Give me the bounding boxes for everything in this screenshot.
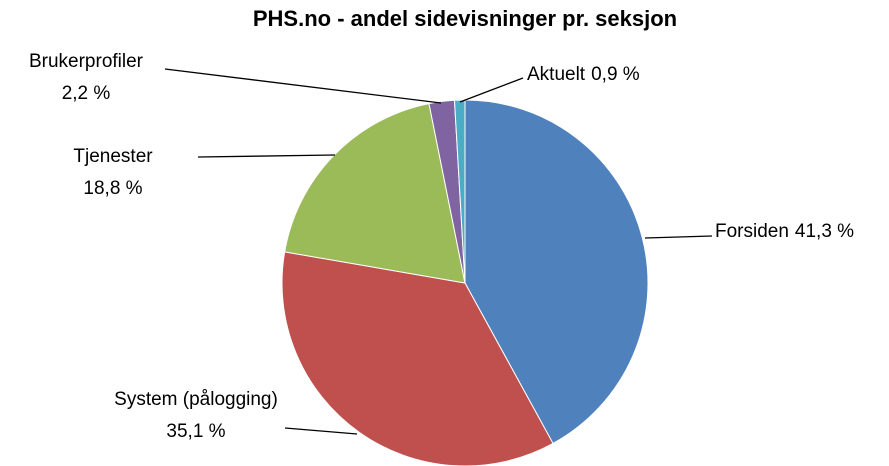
slice-label: Tjenester 18,8 %: [73, 146, 153, 199]
slice-label: Brukerprofiler 2,2 %: [29, 51, 144, 104]
pie-slice: [464, 99, 649, 445]
value-label: 2,2 %: [62, 83, 111, 104]
value-label: 18,8 %: [83, 178, 142, 199]
leader-line: [644, 235, 713, 239]
slice-label: Aktuelt 0,9 %: [527, 64, 640, 85]
value-label: 41,3 %: [795, 221, 854, 242]
leader-line: [164, 68, 442, 104]
value-label: 0,9 %: [591, 64, 640, 85]
category-label: Aktuelt: [527, 64, 586, 85]
slice-label: System (pålogging) 35,1 %: [114, 389, 278, 442]
value-label: 35,1 %: [166, 421, 225, 442]
category-label: Tjenester: [73, 146, 153, 167]
category-label: Forsiden: [715, 221, 789, 242]
pie-slice: [281, 251, 554, 466]
leader-line: [459, 77, 524, 103]
category-label: System (pålogging): [114, 389, 278, 410]
category-label: Brukerprofiler: [29, 51, 144, 72]
leader-line: [284, 427, 358, 435]
leader-line: [197, 154, 336, 158]
chart-title: PHS.no - andel sidevisninger pr. seksjon: [253, 6, 677, 31]
slice-label: Forsiden 41,3 %: [715, 221, 854, 242]
